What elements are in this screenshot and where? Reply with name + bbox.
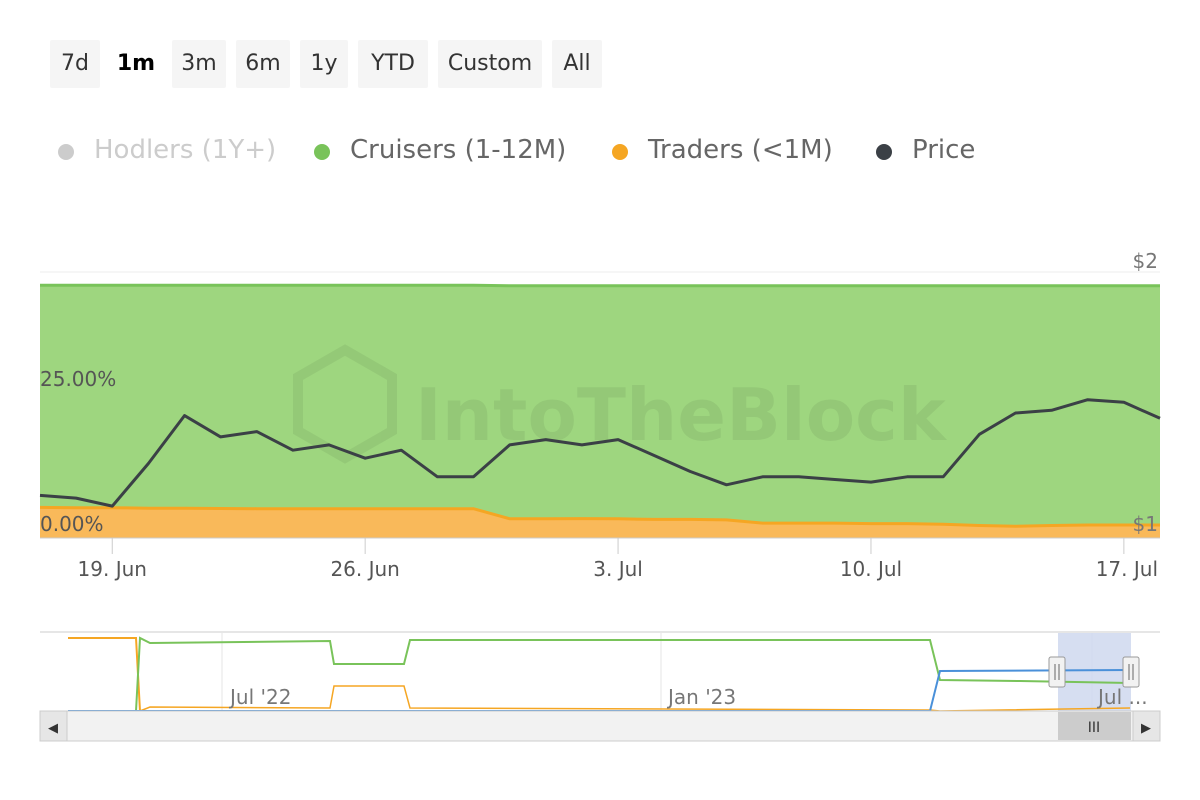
x-tick-label: 10. Jul <box>840 557 902 581</box>
legend-label: Hodlers (1Y+) <box>94 135 277 165</box>
navigator-traders-line <box>68 637 141 712</box>
y-right-tick-label: $1 <box>1133 512 1158 536</box>
range-custom-button[interactable]: Custom <box>438 40 542 88</box>
x-axis: 19. Jun 26. Jun 3. Jul 10. Jul 17. Jul <box>78 538 1158 581</box>
watermark-logo-icon <box>293 344 397 464</box>
x-tick-label: 17. Jul <box>1096 557 1158 581</box>
range-1m-button[interactable]: 1m <box>110 40 162 88</box>
range-ytd-button[interactable]: YTD <box>358 40 428 88</box>
handle-right-body[interactable] <box>1122 656 1140 688</box>
x-tick-label: 19. Jun <box>78 557 147 581</box>
cruisers-line <box>40 283 1160 288</box>
traders-area <box>40 507 1160 538</box>
scrollbar-grip-icon: III <box>1088 720 1100 736</box>
range-7d-button[interactable]: 7d <box>50 40 100 88</box>
scrollbar-right-button[interactable] <box>1132 710 1161 742</box>
range-1y-button[interactable]: 1y <box>300 40 348 88</box>
navigator-cruisers-line <box>68 636 1131 712</box>
legend-label: Price <box>912 135 976 165</box>
y-right-tick-label: $2 <box>1133 249 1158 273</box>
price-line <box>39 398 1161 508</box>
legend-label: Cruisers (1-12M) <box>350 135 567 165</box>
navigator-label: Jan '23 <box>666 685 736 709</box>
scroll-left-arrow-icon: ◀ <box>48 721 58 736</box>
price-layer <box>39 398 1161 508</box>
x-tick-label: 3. Jul <box>593 557 643 581</box>
cruisers-area <box>40 285 1160 538</box>
scrollbar-thumb[interactable] <box>1058 712 1131 740</box>
hodlers-dot-icon <box>58 144 74 160</box>
range-6m-button[interactable]: 6m <box>236 40 290 88</box>
y-left-tick-label: 25.00% <box>40 367 116 391</box>
navigator-handle-right[interactable] <box>1122 656 1140 688</box>
watermark-text: IntoTheBlock <box>415 373 948 457</box>
range-all-button[interactable]: All <box>552 40 602 88</box>
navigator-handle-left[interactable] <box>1048 656 1066 688</box>
scrollbar-track[interactable] <box>39 710 1161 742</box>
plot-area <box>39 283 1160 538</box>
navigator-price-line <box>68 669 1131 712</box>
navigator: Jul '22 Jan '23 Jul ... <box>40 631 1160 712</box>
navigator-selected-range[interactable] <box>1058 633 1131 711</box>
cruisers-dot-icon <box>314 144 330 160</box>
navigator-scrollbar[interactable]: ◀ III ▶ <box>39 710 1161 742</box>
navigator-label: Jul ... <box>1096 685 1148 709</box>
y-left-tick-label: 0.00% <box>40 512 104 536</box>
legend-label: Traders (<1M) <box>648 135 833 165</box>
traders-line <box>39 505 1160 528</box>
x-tick-label: 26. Jun <box>330 557 399 581</box>
price-dot-icon <box>876 144 892 160</box>
watermark: IntoTheBlock <box>293 344 948 464</box>
range-3m-button[interactable]: 3m <box>172 40 226 88</box>
handle-left-body[interactable] <box>1048 656 1066 688</box>
traders-dot-icon <box>612 144 628 160</box>
scrollbar-left-button[interactable] <box>39 710 68 742</box>
navigator-label: Jul '22 <box>228 685 291 709</box>
scroll-right-arrow-icon: ▶ <box>1141 721 1151 736</box>
